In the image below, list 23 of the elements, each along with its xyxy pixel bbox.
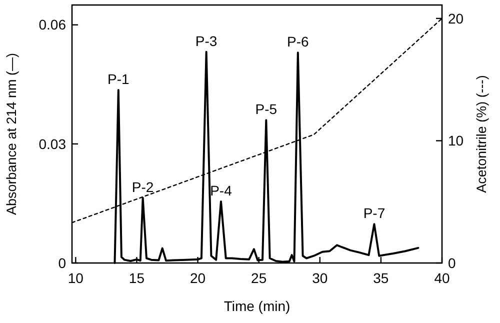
y-tick-label: 0.03 bbox=[38, 136, 66, 152]
x-tick-label: 30 bbox=[312, 270, 328, 286]
x-tick-label: 25 bbox=[251, 270, 267, 286]
y2-tick-label: 0 bbox=[448, 254, 456, 271]
y2-tick-label: 20 bbox=[448, 10, 464, 26]
x-tick-label: 35 bbox=[373, 270, 389, 286]
annotation: P-5 bbox=[255, 101, 278, 118]
annotation: P-4 bbox=[210, 182, 232, 198]
annotation: P-3 bbox=[195, 32, 218, 49]
x-tick-label: 15 bbox=[128, 270, 145, 286]
x-tick-label: 40 bbox=[434, 270, 450, 286]
annotation: P-7 bbox=[363, 205, 386, 222]
y-tick-label: 0 bbox=[58, 254, 66, 271]
y2-tick-label: 10 bbox=[448, 132, 464, 149]
x-tick-label: 20 bbox=[190, 270, 206, 286]
y-axis-title: Absorbance at 214 nm (—) bbox=[4, 52, 19, 216]
x-axis-title: Time (min) bbox=[224, 298, 290, 314]
y-tick-label: 0.06 bbox=[38, 16, 66, 33]
x-tick-label: 10 bbox=[68, 270, 84, 286]
annotation: P-1 bbox=[108, 70, 130, 87]
annotation: P-6 bbox=[287, 34, 310, 50]
annotation: P-2 bbox=[132, 178, 154, 195]
y2-axis-title: Acetonitrile (%) (---) bbox=[474, 75, 489, 193]
